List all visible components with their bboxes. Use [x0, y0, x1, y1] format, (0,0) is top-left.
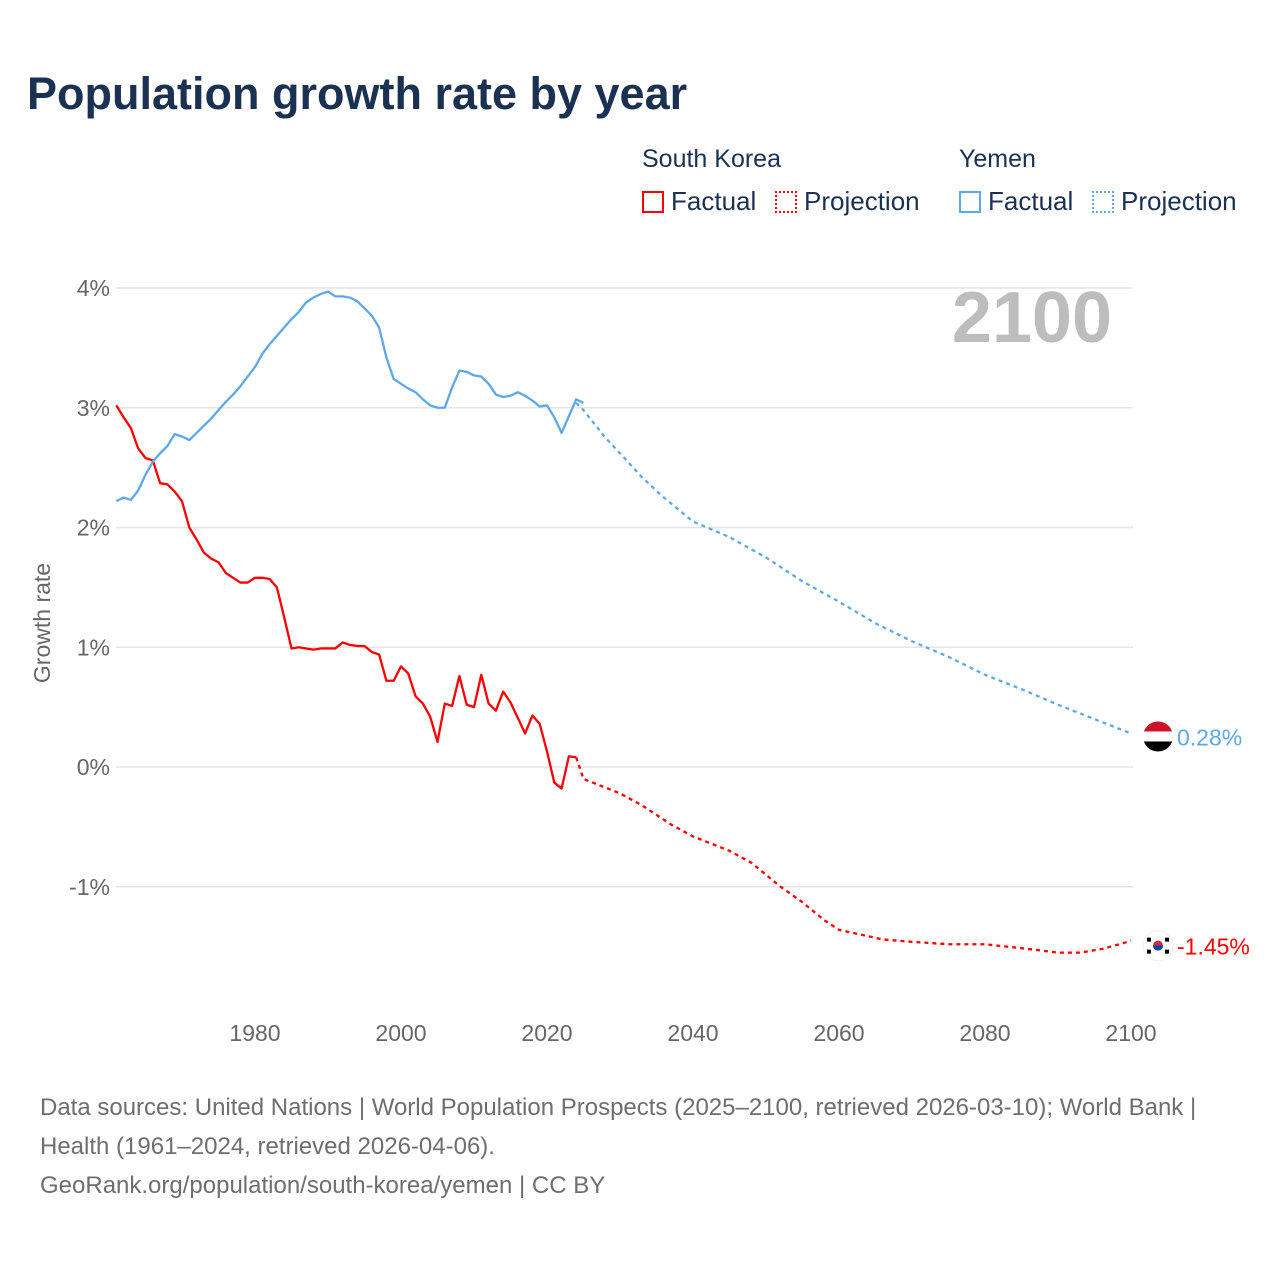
legend-yemen-factual[interactable]: Factual: [959, 186, 1073, 217]
x-tick-label: 2100: [1105, 1020, 1156, 1046]
y-tick-label: 2%: [77, 515, 110, 541]
chart-title: Population growth rate by year: [27, 68, 688, 119]
solid-swatch-icon: [959, 190, 981, 213]
south-korea-end-value: -1.45%: [1177, 934, 1250, 960]
legend-label: Factual: [671, 186, 757, 216]
south-korea-factual-line: [115, 404, 577, 790]
dotted-swatch-icon: [775, 190, 797, 213]
yemen-end-value: 0.28%: [1177, 724, 1242, 750]
x-tick-label: 2080: [959, 1020, 1010, 1046]
legend-south-korea-projection[interactable]: Projection: [775, 186, 920, 217]
y-tick-label: 3%: [77, 395, 110, 421]
solid-swatch-icon: [642, 190, 664, 213]
data-sources: Data sources: United Nations | World Pop…: [40, 1094, 1197, 1160]
dotted-swatch-icon: [1092, 190, 1114, 213]
y-tick-label: -1%: [69, 874, 110, 900]
y-tick-label: 4%: [77, 275, 110, 301]
yemen-flag-icon: [1143, 721, 1173, 752]
source-link[interactable]: GeoRank.org/population/south-korea/yemen…: [40, 1172, 606, 1199]
x-tick-label: 2060: [813, 1020, 864, 1046]
year-label: 2100: [952, 278, 1112, 358]
x-tick-label: 2040: [667, 1020, 718, 1046]
south-korea-projection-line: [575, 757, 1132, 954]
yemen-projection-line: [575, 402, 1132, 735]
x-tick-label: 2020: [521, 1020, 572, 1046]
footer: Data sources: United Nations | World Pop…: [40, 1088, 1240, 1205]
x-tick-label: 1980: [229, 1020, 280, 1046]
legend-group-south-korea: South Korea: [642, 145, 781, 173]
south-korea-flag-icon: [1142, 930, 1174, 962]
legend-south-korea-factual[interactable]: Factual: [642, 186, 756, 217]
yemen-factual-line: [115, 290, 585, 503]
y-axis-label: Growth rate: [29, 563, 55, 683]
legend-label: Projection: [804, 186, 920, 216]
legend-label: Projection: [1121, 186, 1237, 216]
x-tick-label: 2000: [375, 1020, 426, 1046]
legend-label: Factual: [988, 186, 1074, 216]
legend-yemen-projection[interactable]: Projection: [1092, 186, 1237, 217]
y-tick-label: 0%: [77, 754, 110, 780]
y-tick-label: 1%: [77, 634, 110, 660]
legend-group-yemen: Yemen: [959, 145, 1036, 173]
